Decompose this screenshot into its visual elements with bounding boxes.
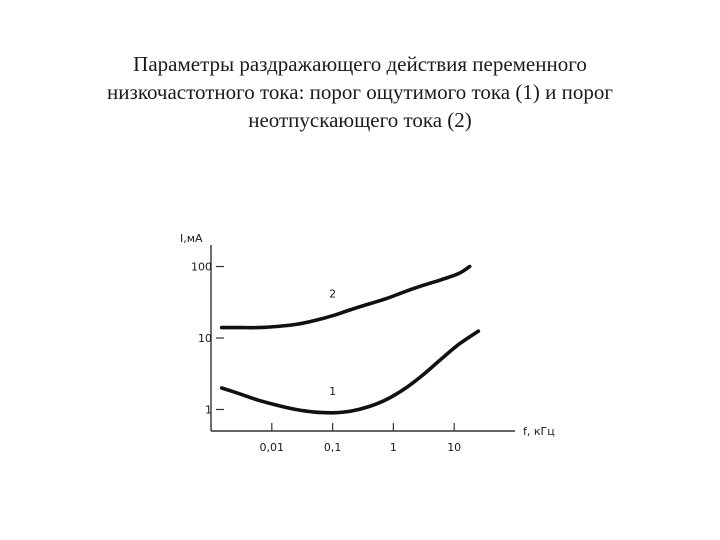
y-tick-label-0: 1 bbox=[205, 403, 212, 416]
y-tick-label-2: 100 bbox=[191, 261, 212, 274]
x-axis-label: f, кГц bbox=[523, 425, 555, 438]
title-line-2: низкочастотного тока: порог ощутимого то… bbox=[107, 80, 613, 104]
ticks: 1 10 100 0,01 0,1 1 10 bbox=[191, 261, 461, 454]
axes bbox=[210, 245, 515, 432]
title-line-3: неотпускающего тока (2) bbox=[248, 108, 472, 132]
page-title: Параметры раздражающего действия перемен… bbox=[40, 50, 680, 134]
title-line-1: Параметры раздражающего действия перемен… bbox=[133, 52, 587, 76]
y-axis-label: I,мА bbox=[180, 232, 203, 245]
curves: 12 bbox=[219, 264, 481, 415]
curve-2 bbox=[219, 264, 472, 330]
x-tick-label-3: 10 bbox=[447, 441, 461, 454]
x-tick-label-0: 0,01 bbox=[260, 441, 285, 454]
x-tick-label-1: 0,1 bbox=[324, 441, 342, 454]
curve-label-2: 2 bbox=[329, 288, 336, 301]
y-tick-label-1: 10 bbox=[198, 332, 212, 345]
curve-label-1: 1 bbox=[329, 385, 336, 398]
x-tick-label-2: 1 bbox=[390, 441, 397, 454]
curve-1 bbox=[219, 329, 481, 415]
